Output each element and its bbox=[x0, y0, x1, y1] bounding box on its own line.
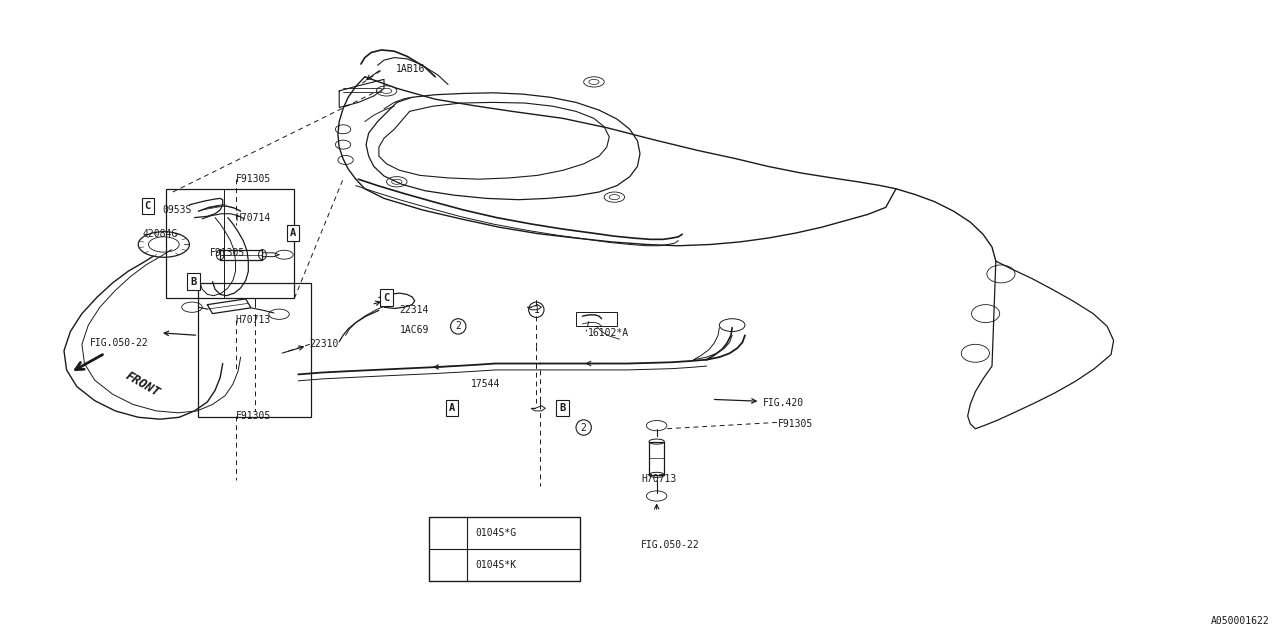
Bar bbox=[429, 517, 580, 581]
Text: F91305: F91305 bbox=[236, 411, 271, 421]
Text: F91305: F91305 bbox=[778, 419, 814, 429]
Bar bbox=[198, 283, 311, 417]
Text: FRONT: FRONT bbox=[123, 369, 161, 399]
Text: FIG.420: FIG.420 bbox=[763, 398, 804, 408]
Text: 22310: 22310 bbox=[310, 339, 339, 349]
Bar bbox=[166, 189, 294, 298]
Text: 0104S*G: 0104S*G bbox=[475, 528, 516, 538]
Text: FIG.050-22: FIG.050-22 bbox=[641, 540, 700, 550]
Text: F91305: F91305 bbox=[210, 248, 246, 259]
Text: 1AC69: 1AC69 bbox=[399, 325, 429, 335]
Text: 42084G: 42084G bbox=[143, 229, 178, 239]
Text: C: C bbox=[384, 292, 389, 303]
Text: 0104S*K: 0104S*K bbox=[475, 560, 516, 570]
Text: B: B bbox=[191, 276, 196, 287]
Text: 2: 2 bbox=[581, 422, 586, 433]
Text: 16102*A: 16102*A bbox=[588, 328, 628, 338]
Text: H70713: H70713 bbox=[641, 474, 677, 484]
Text: H70713: H70713 bbox=[236, 315, 271, 325]
Text: 2: 2 bbox=[456, 321, 461, 332]
Text: 1: 1 bbox=[534, 305, 539, 315]
Text: 1AB16: 1AB16 bbox=[397, 64, 425, 74]
Text: 22314: 22314 bbox=[399, 305, 429, 315]
Text: FIG.050-22: FIG.050-22 bbox=[90, 338, 148, 348]
Text: 17544: 17544 bbox=[471, 379, 500, 389]
Text: C: C bbox=[145, 201, 151, 211]
Bar bbox=[576, 312, 617, 326]
Text: B: B bbox=[559, 403, 566, 413]
Text: A050001622: A050001622 bbox=[1211, 616, 1270, 626]
Text: 2: 2 bbox=[445, 561, 451, 570]
Text: F91305: F91305 bbox=[236, 174, 271, 184]
Text: 1: 1 bbox=[445, 529, 451, 538]
Text: 0953S: 0953S bbox=[163, 205, 192, 215]
Text: A: A bbox=[291, 228, 296, 238]
Text: A: A bbox=[449, 403, 454, 413]
Text: H70714: H70714 bbox=[236, 212, 271, 223]
